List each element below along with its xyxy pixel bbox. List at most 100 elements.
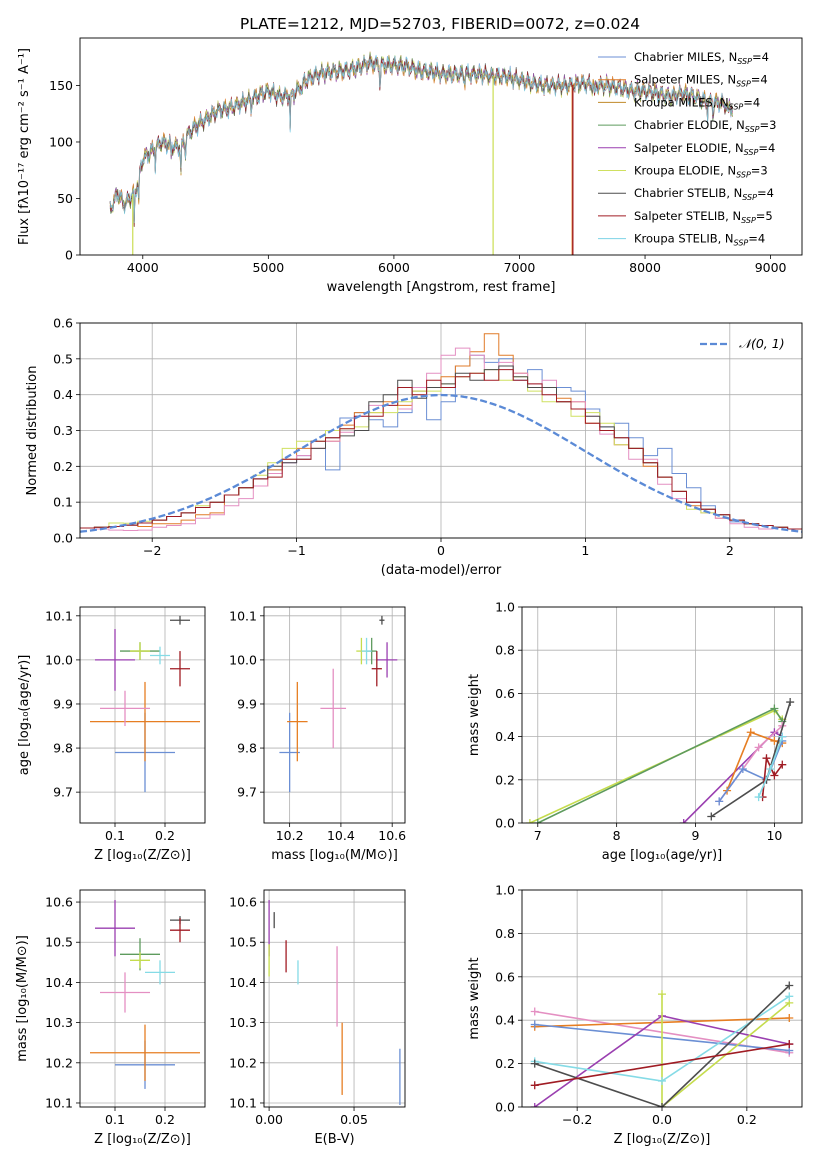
legend-subscript: SSP (736, 80, 751, 89)
plot-area (80, 333, 802, 533)
series-marker (715, 797, 724, 806)
x-tick-label: 0.00 (255, 1112, 283, 1127)
y-axis-label: mass weight (467, 674, 482, 756)
y-tick-label: 0.2 (53, 459, 73, 474)
legend-subscript: SSP (745, 125, 760, 134)
ticks: 0.1 0.2 9.7 9.8 9.9 10.0 10.1 (45, 608, 175, 843)
x-axis-label: age [log₁₀(age/yr)] (602, 848, 723, 863)
y-tick-label: 10.4 (45, 975, 73, 990)
data-point (100, 972, 150, 1013)
y-tick-label: 10.3 (45, 1015, 73, 1030)
legend-tail: =3 (760, 118, 777, 132)
series-marker (770, 704, 779, 713)
legend-entry: 𝒩(0, 1) (739, 336, 785, 351)
series-marker (530, 1081, 539, 1090)
ticks: 0.1 0.2 10.1 10.2 10.3 10.4 10.5 10.6 (45, 895, 175, 1127)
y-tick-label: 10.2 (229, 1055, 257, 1070)
legend-tail: =4 (757, 186, 774, 200)
data-point (170, 651, 190, 687)
data-point (90, 681, 200, 762)
y-tick-label: 0.4 (495, 1013, 515, 1028)
ticks: −2 −1 0 1 2 0.0 0.1 0.2 0.3 0.4 0.5 0.6 (53, 316, 734, 559)
gaussian-curve (80, 393, 802, 533)
series-marker (707, 812, 716, 821)
y-tick-label: 0.0 (495, 1100, 515, 1115)
y-tick-label: 9.9 (237, 696, 257, 711)
x-axis-label: E(B-V) (314, 1132, 354, 1147)
mass-vs-ebv-panel: 0.00 0.05 10.1 10.2 10.3 10.4 10.5 10.6 E(B-V) (229, 889, 406, 1147)
histogram-panel: −2 −1 0 1 2 0.0 0.1 0.2 0.3 0.4 0.5 0.6 (data-model)… (25, 316, 803, 578)
y-tick-label: 0.8 (495, 643, 515, 658)
series-marker (785, 992, 794, 1001)
data-point (371, 651, 382, 687)
y-tick-label: 0.1 (53, 495, 73, 510)
spectrum-line (109, 54, 733, 224)
x-axis-label: Z [log₁₀(Z/Z⊙)] (94, 848, 191, 863)
y-tick-label: 0.2 (495, 1056, 515, 1071)
mass-weight-vs-z-panel: −0.2 0.0 0.2 0.0 0.2 0.4 0.6 0.8 1.0 Z [log₁₀(Z/Z… (467, 883, 803, 1147)
ticks: 4000 5000 6000 7000 8000 9000 0 50 100 150 (49, 78, 786, 275)
y-tick-label: 10.6 (45, 895, 73, 910)
y-tick-label: 150 (49, 78, 73, 93)
y-axis-label: Normed distribution (25, 366, 40, 496)
x-tick-label: 0.0 (652, 1112, 672, 1127)
data-point (279, 712, 300, 793)
y-tick-label: 10.1 (229, 608, 257, 623)
y-tick-label: 10.6 (229, 895, 257, 910)
legend-entry: Salpeter MILES, NSSP=4 (634, 73, 768, 89)
legend-subscript: SSP (729, 102, 744, 111)
legend-tail: =3 (751, 164, 768, 178)
y-tick-label: 0.4 (495, 729, 515, 744)
y-axis-label: age [log₁₀(age/yr)] (17, 655, 32, 776)
legend-subscript: SSP (736, 171, 751, 180)
series (723, 728, 787, 795)
series-marker (658, 1076, 666, 1085)
x-tick-label: 8000 (629, 260, 661, 275)
y-tick-label: 10.1 (45, 608, 73, 623)
x-tick-label: −2 (143, 543, 161, 558)
data-point (376, 642, 398, 678)
series-marker (766, 765, 775, 773)
legend-entry: Kroupa MILES, NSSP=4 (634, 95, 760, 111)
age-vs-z-panel: 0.1 0.2 9.7 9.8 9.9 10.0 10.1 Z [log₁₀(Z/Z⊙)] ag… (17, 606, 206, 863)
data-point (170, 918, 190, 943)
plot-area (109, 51, 733, 255)
x-tick-label: −1 (287, 543, 305, 558)
legend-entry: Kroupa ELODIE, NSSP=3 (634, 164, 768, 180)
x-tick-label: 1 (581, 543, 589, 558)
y-tick-label: 0.6 (53, 316, 73, 331)
plot-area (268, 900, 401, 1105)
y-tick-label: 0.0 (495, 816, 515, 831)
y-tick-label: 10.5 (229, 935, 257, 950)
series-marker (786, 698, 795, 707)
y-tick-label: 9.8 (53, 741, 73, 756)
x-axis-label: Z [log₁₀(Z/Z⊙)] (614, 1132, 711, 1147)
ticks: −0.2 0.0 0.2 0.0 0.2 0.4 0.6 0.8 1.0 (495, 883, 757, 1128)
x-tick-label: 9 (692, 828, 700, 843)
legend-entry: Chabrier MILES, NSSP=4 (634, 50, 769, 66)
y-axis-label: Flux [fλ10⁻¹⁷ erg cm⁻² s⁻¹ A⁻¹] (17, 48, 32, 245)
legend-entry: Salpeter STELIB, NSSP=5 (634, 209, 773, 225)
axes-frame (521, 606, 803, 824)
series-marker (533, 819, 542, 823)
series-marker (754, 743, 763, 752)
mass-weight-vs-age-panel: 7 8 9 10 0.0 0.2 0.4 0.6 0.8 1.0 age [log₁₀(age/yr… (467, 600, 803, 863)
data-point (150, 646, 170, 665)
x-tick-label: 4000 (127, 260, 159, 275)
ticks: 10.2 10.4 10.6 9.7 9.8 9.9 10.0 10.1 (229, 608, 406, 843)
x-tick-label: 0 (437, 543, 445, 558)
x-tick-label: 0.1 (105, 1112, 125, 1127)
mass-vs-z-panel: 0.1 0.2 10.1 10.2 10.3 10.4 10.5 10.6 Z [log₁₀(Z… (15, 889, 206, 1147)
data-point (145, 960, 175, 985)
x-tick-label: 0.05 (340, 1112, 368, 1127)
series-marker (785, 1014, 794, 1023)
plot-area (279, 615, 398, 793)
series-marker (679, 819, 688, 823)
x-tick-label: 10 (766, 828, 782, 843)
legend-tail: =4 (752, 50, 769, 64)
series-marker (778, 760, 787, 769)
y-tick-label: 0.6 (495, 686, 515, 701)
legend-subscript: SSP (744, 148, 759, 157)
data-point (170, 615, 190, 625)
y-tick-label: 1.0 (495, 600, 515, 615)
